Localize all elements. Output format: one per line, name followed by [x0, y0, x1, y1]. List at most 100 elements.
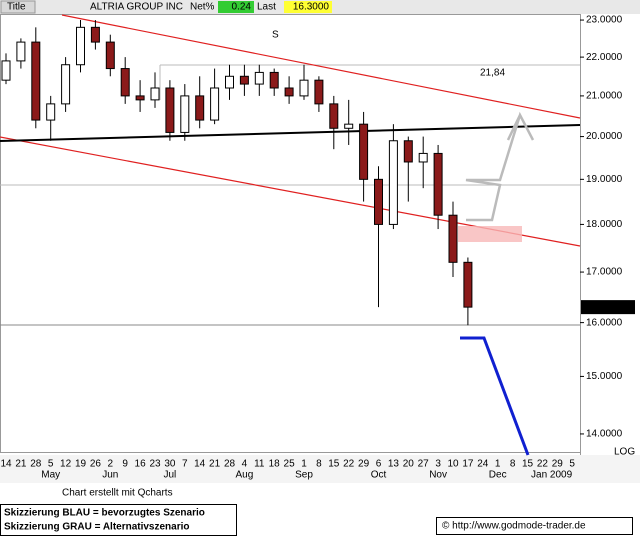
last-value: 16.3000 — [293, 2, 330, 13]
x-tick-label: 29 — [358, 459, 370, 470]
month-label: Jun — [102, 470, 118, 481]
x-tick-label: 5 — [569, 459, 575, 470]
title-tab-text: Title — [7, 2, 26, 13]
x-tick-label: 24 — [477, 459, 489, 470]
x-tick-label: 20 — [403, 459, 415, 470]
candle-body — [269, 71, 279, 89]
last-label: Last — [257, 2, 276, 13]
credit: Chart erstellt mit Qcharts — [62, 488, 173, 499]
candle-body — [239, 75, 249, 85]
candle-body — [195, 95, 205, 121]
x-tick-label: 29 — [552, 459, 564, 470]
candle-body — [76, 26, 85, 66]
x-tick-label: 28 — [30, 459, 42, 470]
x-tick-label: 1 — [495, 459, 501, 470]
x-tick-label: 2 — [108, 459, 114, 470]
x-tick-label: 19 — [75, 459, 87, 470]
x-tick-label: 22 — [537, 459, 549, 470]
source-box — [436, 517, 633, 535]
target-zone — [458, 226, 522, 242]
candle-body — [433, 152, 443, 216]
annotation: S — [272, 30, 279, 41]
y-tick-label: 14.0000 — [586, 429, 623, 440]
net-box — [218, 1, 254, 13]
legend-box — [0, 504, 237, 536]
net-label: Net% — [190, 2, 215, 13]
candle-body — [254, 71, 264, 85]
y-tick-label: 23.0000 — [586, 15, 623, 26]
candle-body — [135, 95, 145, 101]
last-box — [284, 1, 332, 13]
title-tab[interactable] — [0, 0, 36, 14]
y-tick-label: 16.0000 — [586, 317, 623, 328]
support-line — [0, 124, 581, 142]
candle-body — [344, 123, 354, 129]
candle-body — [16, 41, 26, 62]
month-label: May — [41, 470, 60, 481]
x-tick-label: 8 — [316, 459, 322, 470]
candle-body — [61, 64, 71, 105]
x-tick-label: 14 — [194, 459, 206, 470]
y-tick-label: 19.0000 — [586, 174, 623, 185]
month-label: Oct — [371, 470, 387, 481]
x-tick-label: 16 — [135, 459, 147, 470]
last-price-box — [581, 300, 635, 315]
x-tick-label: 27 — [418, 459, 430, 470]
x-tick-label: 28 — [224, 459, 236, 470]
y-tick-label: 17.0000 — [586, 267, 623, 278]
instrument-name: ALTRIA GROUP INC — [90, 2, 183, 13]
month-label: Dec — [489, 470, 507, 481]
y-tick-label: 20.0000 — [586, 131, 623, 142]
candle-body — [46, 103, 56, 121]
candle-body — [374, 178, 383, 225]
candle-body — [329, 103, 339, 129]
month-label: Jul — [164, 470, 177, 481]
y-tick-label: 22.0000 — [586, 52, 623, 63]
x-tick-label: 10 — [447, 459, 459, 470]
candle-body — [388, 140, 398, 225]
y-tick-label: 21.0000 — [586, 91, 623, 102]
x-tick-label: 4 — [242, 459, 248, 470]
candle-body — [284, 87, 294, 97]
x-axis-band — [0, 455, 640, 483]
month-label: Nov — [429, 470, 447, 481]
x-tick-label: 1 — [301, 459, 307, 470]
candle-body — [150, 87, 160, 101]
scale-label: LOG — [614, 447, 635, 458]
candle-body — [403, 140, 413, 163]
legend-grey: Skizzierung GRAU = Alternativszenario — [4, 522, 190, 533]
x-tick-label: 21 — [209, 459, 221, 470]
candle-body — [448, 214, 458, 263]
x-tick-label: 17 — [462, 459, 474, 470]
x-tick-label: 14 — [0, 459, 12, 470]
x-tick-label: 6 — [376, 459, 382, 470]
x-tick-label: 21 — [15, 459, 27, 470]
x-tick-label: 26 — [90, 459, 102, 470]
candle-body — [90, 26, 100, 43]
legend-blue: Skizzierung BLAU = bevorzugtes Szenario — [4, 508, 205, 519]
y-tick-label: 18.0000 — [586, 219, 623, 230]
month-label: Aug — [236, 470, 254, 481]
x-tick-label: 8 — [510, 459, 516, 470]
candle-body — [314, 79, 324, 105]
candle-body — [210, 87, 220, 121]
x-tick-label: 15 — [328, 459, 340, 470]
net-value: 0.24 — [232, 2, 252, 13]
month-label: Sep — [295, 470, 313, 481]
x-tick-label: 12 — [60, 459, 72, 470]
x-tick-label: 25 — [284, 459, 296, 470]
candle-body — [105, 41, 115, 70]
x-tick-label: 7 — [182, 459, 188, 470]
source: © http://www.godmode-trader.de — [442, 521, 586, 532]
candle-body — [463, 261, 473, 308]
candle-body — [1, 60, 11, 81]
candle-body — [299, 79, 309, 97]
annotation: 21,84 — [480, 68, 505, 79]
x-tick-label: 15 — [522, 459, 534, 470]
trend-channel — [61, 14, 581, 119]
x-tick-label: 18 — [269, 459, 281, 470]
last-price-label: 16.3000 — [586, 302, 623, 313]
candle-body — [120, 68, 130, 97]
